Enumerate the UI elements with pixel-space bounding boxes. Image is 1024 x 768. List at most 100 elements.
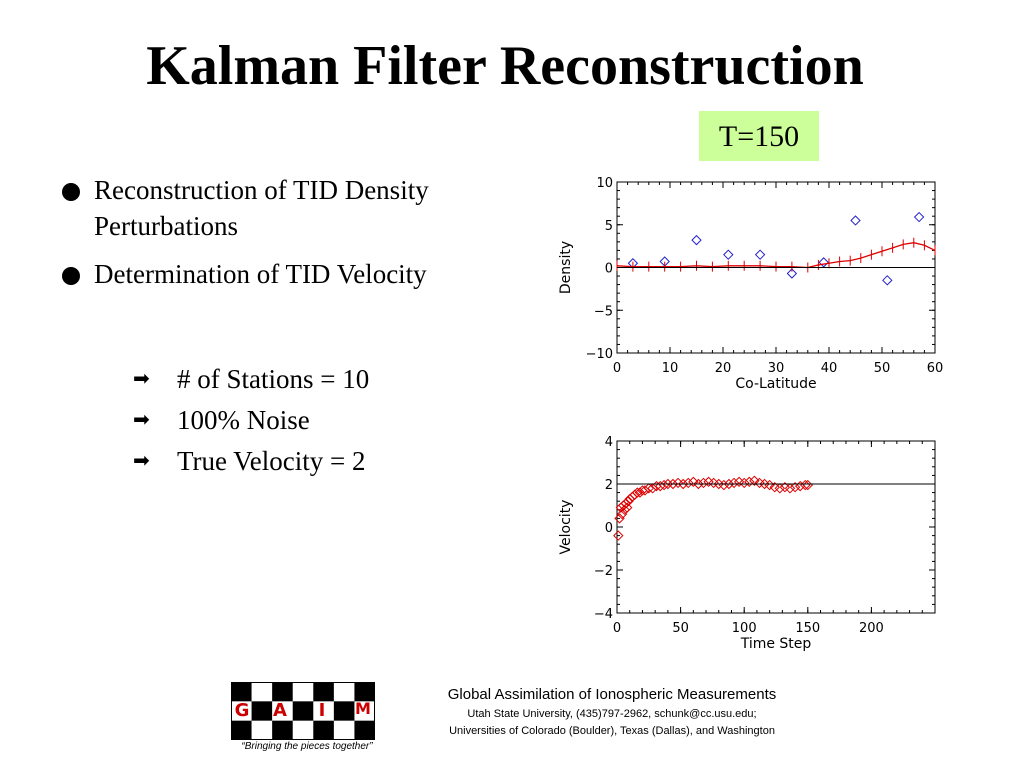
bullet-text: Determination of TID Velocity	[94, 259, 427, 289]
data-point	[774, 483, 786, 494]
logo-tagline: “Bringing the pieces together”	[241, 741, 373, 752]
data-point	[616, 508, 628, 520]
data-point	[620, 498, 632, 509]
logo-cell	[272, 720, 294, 740]
data-point	[667, 478, 679, 490]
data-point	[643, 483, 655, 494]
x-tick-label: 40	[821, 361, 838, 376]
slide-title: Kalman Filter Reconstruction	[146, 35, 864, 97]
bullet-item: Reconstruction of TID Density Perturbati…	[62, 172, 542, 244]
y-tick-label: 0	[605, 521, 613, 536]
velocity-chart: 0 50 100 150 200 4 2 0 −2 −4 Time Step Velocity	[558, 435, 936, 652]
data-point	[738, 477, 750, 489]
y-axis-label: Density	[558, 241, 574, 294]
data-point	[639, 485, 651, 496]
data-point	[621, 502, 633, 513]
data-point	[698, 477, 709, 489]
logo-cell	[333, 720, 355, 740]
x-tick-label: 60	[927, 361, 944, 376]
bullet-text: Reconstruction of TID Density Perturbati…	[94, 175, 429, 241]
logo-cell	[292, 701, 314, 721]
logo-cell	[231, 701, 252, 721]
data-point	[634, 487, 646, 498]
data-point	[882, 275, 893, 286]
bullet-list: Reconstruction of TID Density Perturbati…	[62, 172, 542, 304]
x-axis-label: Time Step	[740, 636, 812, 652]
logo-cell	[251, 701, 273, 721]
logo-cell	[251, 682, 273, 702]
subpoint-text: # of Stations = 10	[177, 364, 370, 394]
data-point	[913, 211, 925, 223]
data-point	[688, 476, 699, 488]
logo-cell	[251, 720, 273, 740]
logo-cell	[272, 701, 294, 721]
time-badge: T=150	[699, 111, 819, 161]
data-point	[802, 479, 814, 491]
logo-cell	[354, 682, 375, 702]
x-tick-label: 50	[874, 361, 891, 376]
x-tick-label: 20	[715, 361, 732, 376]
y-tick-label: 2	[605, 478, 613, 493]
logo-cell	[231, 682, 252, 702]
data-point	[818, 257, 829, 268]
x-tick-label: 0	[613, 361, 621, 376]
x-tick-label: 50	[672, 621, 689, 636]
bullet-item: Determination of TID Velocity	[62, 256, 542, 292]
data-point	[677, 478, 689, 490]
logo-cell	[231, 720, 252, 740]
bullet-dot-icon	[62, 183, 80, 201]
x-tick-label: 100	[732, 621, 757, 636]
data-point	[786, 268, 798, 279]
logo-cell	[333, 682, 355, 702]
logo-cell	[333, 701, 355, 721]
data-point	[723, 478, 735, 490]
data-point	[850, 215, 861, 226]
x-tick-label: 30	[768, 361, 785, 376]
data-point	[691, 234, 702, 246]
subpoint-text: True Velocity = 2	[177, 446, 366, 476]
x-tick-label: 10	[662, 361, 679, 376]
logo-cell	[354, 720, 375, 740]
logo-letter-m: M	[355, 699, 371, 718]
data-point	[683, 477, 694, 489]
y-axis-label: Velocity	[558, 500, 574, 555]
data-point	[655, 480, 666, 492]
x-axis-label: Co-Latitude	[735, 376, 816, 392]
y-tick-label: −5	[594, 304, 613, 319]
data-point	[789, 482, 801, 493]
data-point	[754, 249, 766, 260]
arrow-right-icon: ➡	[133, 368, 150, 390]
plot-frame	[616, 440, 936, 614]
y-tick-label: 0	[605, 262, 613, 277]
data-point	[662, 478, 674, 490]
logo-cell	[313, 720, 335, 740]
data-point	[728, 477, 740, 489]
y-tick-label: 10	[596, 176, 613, 191]
arrow-right-icon: ➡	[133, 450, 150, 472]
y-tick-label: −10	[586, 347, 613, 362]
data-point	[619, 504, 630, 516]
logo-cell	[354, 701, 375, 721]
subpoint-item: ➡ True Velocity = 2	[133, 442, 369, 483]
data-point	[629, 489, 641, 500]
logo-cell	[313, 701, 335, 721]
data-point	[693, 478, 704, 490]
subpoint-text: 100% Noise	[177, 405, 310, 435]
data-point	[614, 513, 625, 524]
logo-letter-g: G	[235, 700, 250, 721]
y-tick-label: 5	[605, 219, 613, 234]
data-point	[647, 483, 658, 494]
footer-universities: Universities of Colorado (Boulder), Texa…	[449, 725, 775, 737]
logo-letter-a: A	[273, 700, 287, 721]
y-tick-label: −4	[594, 607, 613, 622]
data-point	[749, 475, 760, 486]
data-point	[784, 483, 796, 494]
subpoint-list: ➡ # of Stations = 10 ➡ 100% Noise ➡ True…	[133, 360, 369, 483]
logo-cell	[313, 682, 335, 702]
logo-cell	[272, 682, 294, 702]
gaim-logo: G A I M	[231, 682, 375, 740]
arrow-right-icon: ➡	[133, 409, 150, 431]
data-point	[723, 249, 734, 260]
logo-cell	[292, 682, 314, 702]
